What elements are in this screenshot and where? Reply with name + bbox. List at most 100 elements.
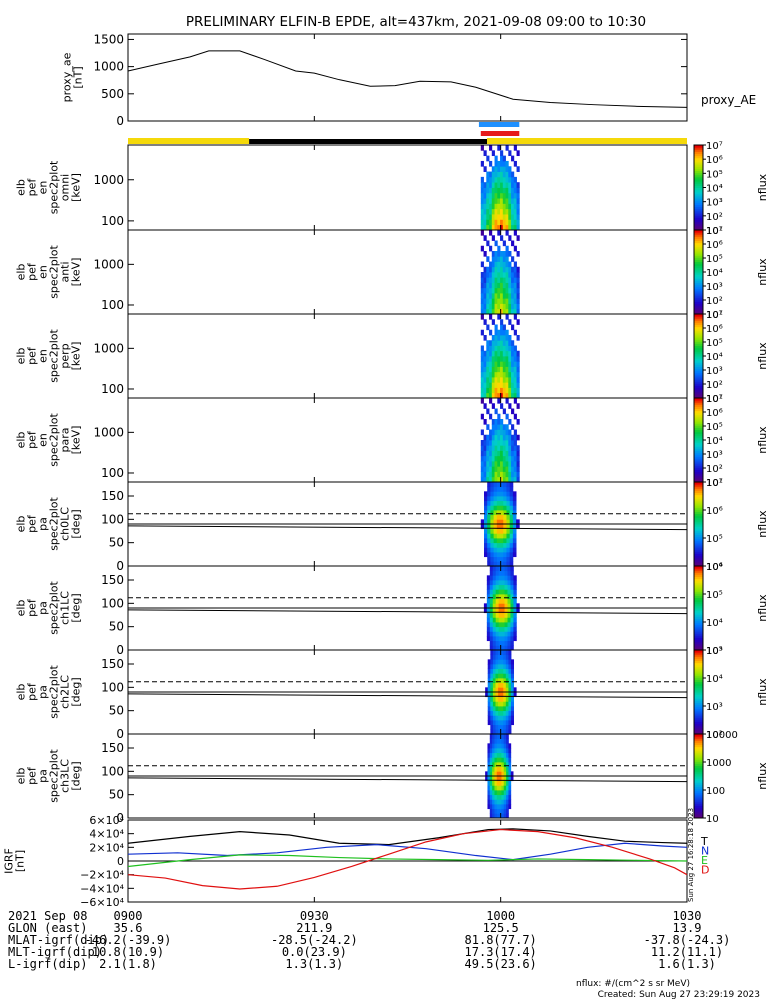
pitch-angle-cell [489, 748, 493, 754]
pitch-angle-cell [503, 724, 507, 730]
spectrogram-cell [502, 335, 506, 341]
spectrogram-cell [491, 403, 495, 409]
colorbar-cell [694, 584, 703, 588]
pitch-angle-cell [492, 785, 495, 791]
spectrogram-cell [508, 187, 512, 194]
pitch-angle-cell [507, 612, 511, 618]
spectrogram-cell [497, 308, 501, 315]
pitch-angle-cell [503, 715, 507, 721]
pitch-angle-cell [500, 538, 504, 544]
pitch-angle-cell [492, 720, 496, 726]
spectrogram-cell [497, 160, 501, 167]
spectrogram-cell [497, 298, 501, 304]
pitch-angle-cell [487, 538, 491, 544]
spectrogram-cell [486, 387, 490, 394]
spectrogram-cell [494, 155, 498, 162]
spectrogram-cell [511, 424, 515, 430]
pitch-angle-cell [487, 668, 491, 674]
pitch-angle-cell [496, 524, 501, 530]
spectrogram-cell [497, 171, 501, 178]
pitch-angle-cell [500, 519, 504, 525]
pitch-angle-cell [495, 603, 500, 609]
spectrogram-cell [494, 203, 498, 210]
spectrogram-cell [494, 282, 498, 289]
spectrogram-cell [497, 256, 501, 262]
pitch-angle-cell [496, 808, 500, 814]
pitch-angle-cell [507, 636, 511, 642]
colorbar-cell [694, 389, 703, 393]
colorbar-tick-label: 10⁷ [706, 478, 723, 489]
colorbar-title: nflux [756, 762, 769, 790]
spectrogram-cell [483, 366, 487, 373]
colorbar-tick-label: 1000 [706, 758, 731, 769]
colorbar-title: nflux [756, 258, 769, 286]
spectrogram-cell [480, 476, 484, 483]
spectrogram-cell [502, 219, 506, 226]
pitch-angle-ylabel-line: spec2plot [48, 749, 61, 803]
y-tick-label: 2×10⁴ [89, 841, 124, 854]
colorbar-cell [694, 706, 703, 710]
spectrogram-cell [489, 293, 493, 299]
colorbar-tick-label: 10³ [706, 702, 723, 713]
footer-row-label: L-igrf(dip) [8, 957, 87, 971]
spectrogram-cell [511, 155, 515, 162]
pitch-angle-cell [506, 804, 509, 810]
spectrogram-cell [491, 419, 495, 425]
pitch-angle-cell [510, 617, 514, 623]
spectrogram-cell [486, 434, 490, 441]
pitch-angle-cell [494, 776, 498, 782]
colorbar-cell [694, 213, 703, 216]
spectrogram-cell [491, 272, 495, 278]
pitch-angle-cell [501, 799, 505, 805]
pitch-angle-cell [492, 645, 497, 651]
pitch-angle-cell [487, 547, 491, 553]
pitch-angle-cell [489, 752, 493, 758]
pitch-angle-cell [487, 715, 491, 721]
colorbar-cell [694, 431, 703, 435]
spectrogram-cell [511, 277, 515, 283]
spectrogram-cell [497, 356, 501, 362]
pitch-angle-cell [503, 496, 507, 502]
spectrogram-cell [486, 240, 490, 247]
spectrogram-cell [508, 287, 512, 294]
pitch-angle-cell [500, 524, 504, 530]
spectrogram-cell [486, 266, 490, 273]
spectrogram-cell [500, 366, 504, 373]
spectrogram-cell [489, 192, 493, 199]
pitch-angle-ylabel-line: [deg] [70, 761, 83, 790]
colorbar-cell [694, 240, 703, 244]
spectrogram-cell [505, 171, 509, 178]
pitch-angle-cell [498, 654, 502, 660]
spectrogram-cell [480, 230, 484, 236]
pitch-angle-cell [480, 519, 485, 525]
spectrogram-cell [511, 371, 515, 378]
spectrogram-cell [483, 266, 487, 273]
pitch-angle-cell [510, 575, 514, 581]
pitch-angle-cell [506, 505, 511, 511]
spectrogram-cell [480, 245, 484, 252]
pitch-angle-cell [492, 710, 496, 716]
colorbar-cell [694, 723, 703, 727]
colorbar-cell [694, 708, 703, 712]
colorbar-cell [694, 771, 703, 775]
spectrogram-cell [500, 387, 504, 394]
pitch-angle-cell [500, 496, 504, 502]
spectrogram-cell [491, 356, 495, 362]
colorbar-tick-label: 10¹ [706, 478, 723, 489]
spectrogram-cell [486, 356, 490, 362]
pitch-angle-cell [487, 519, 491, 525]
pitch-angle-cell [487, 514, 491, 520]
pitch-angle-cell [484, 514, 488, 520]
spectrogram-cell [516, 377, 520, 383]
spectrogram-cell [497, 340, 501, 346]
spectrogram-cell [502, 187, 506, 194]
pitch-angle-cell [490, 486, 495, 492]
spectrogram-cell [500, 350, 504, 357]
spectrogram-cell [486, 445, 490, 451]
spectrogram-cell [494, 208, 498, 215]
pitch-angle-cell [493, 528, 498, 534]
pitch-angle-cell [495, 584, 500, 590]
pitch-angle-cell [483, 608, 488, 614]
pitch-angle-cell [490, 710, 494, 716]
